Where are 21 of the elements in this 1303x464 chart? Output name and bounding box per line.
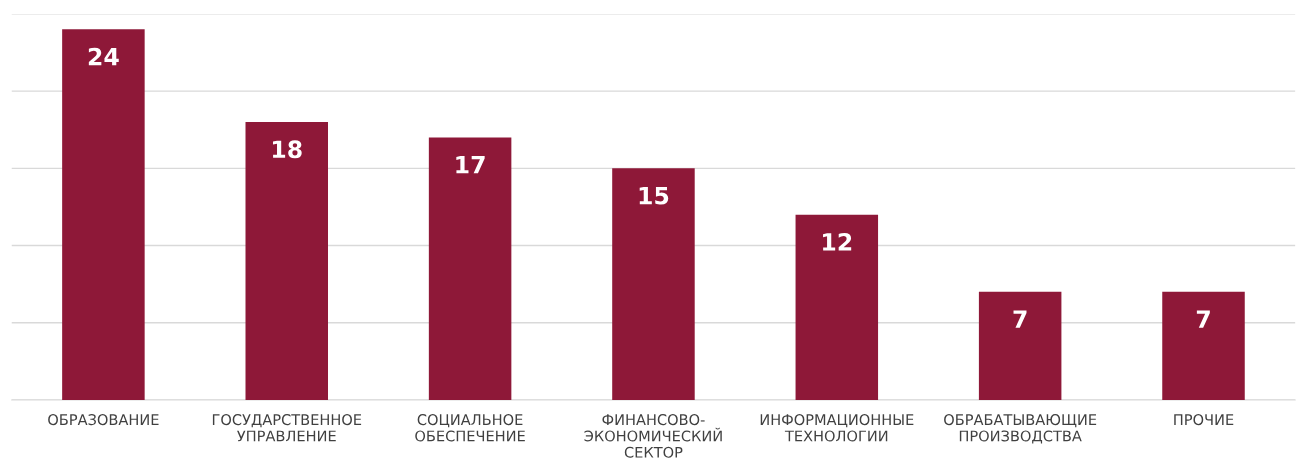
x-tick-label: ГОСУДАРСТВЕННОЕ УПРАВЛЕНИЕ: [212, 414, 362, 442]
bar: [612, 168, 695, 400]
x-tick-label: ОБРАБАТЫВАЮЩИЕ ПРОИЗВОДСТВА: [944, 414, 1097, 444]
x-tick-label: ПРОЧИЕ: [1174, 414, 1234, 426]
x-tick-label: СОЦИАЛЬНОЕ ОБЕСПЕЧЕНИЕ: [415, 414, 525, 442]
bar: [245, 122, 329, 400]
data-label: 7: [1196, 310, 1210, 328]
bar: [428, 137, 512, 400]
x-tick-label: ИНФОРМАЦИОННЫЕ ТЕХНОЛОГИИ: [760, 414, 914, 442]
x-tick-label: ФИНАНСОВО- ЭКОНОМИЧЕСКИЙ СЕКТОР: [584, 414, 722, 458]
data-label: 17: [456, 156, 485, 174]
bar: [795, 214, 879, 400]
x-tick-label: ОБРАЗОВАНИЕ: [48, 414, 159, 426]
bar: [978, 291, 1062, 400]
data-label: 7: [1013, 310, 1027, 328]
bar: [62, 29, 145, 400]
data-label: 18: [272, 140, 302, 159]
data-label: 24: [88, 47, 119, 66]
data-label: 12: [823, 233, 852, 251]
data-label: 15: [639, 186, 669, 205]
bar: [1162, 291, 1245, 400]
